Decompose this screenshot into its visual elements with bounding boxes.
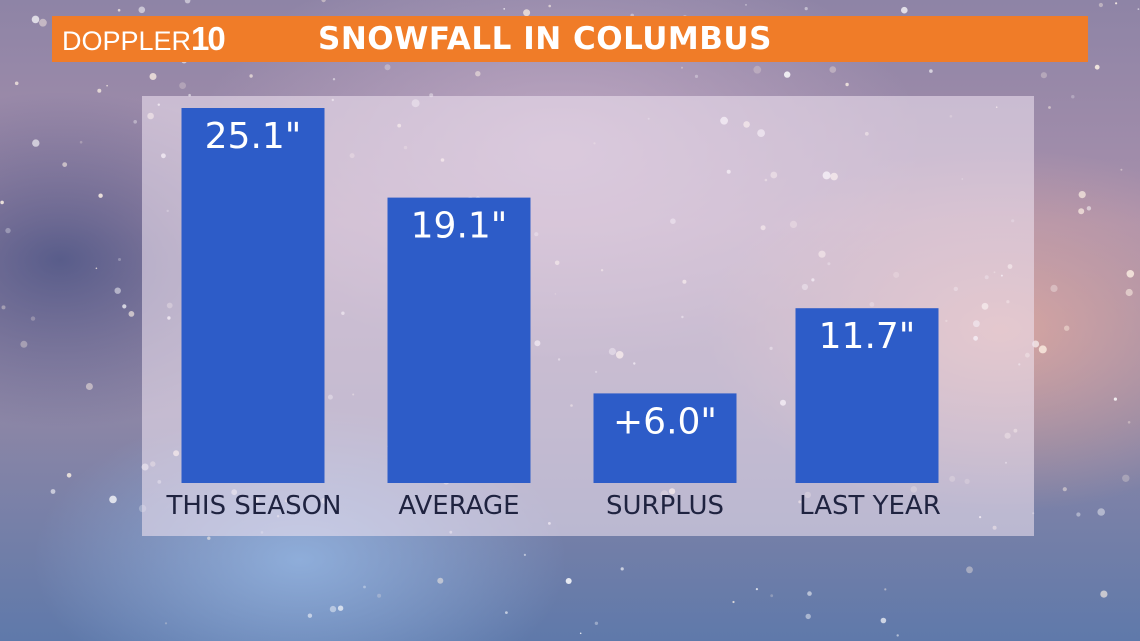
category-label: THIS SEASON: [165, 491, 341, 521]
category-label: SURPLUS: [606, 491, 724, 521]
header-bar: [52, 16, 1088, 62]
bar-value-label: +6.0": [613, 401, 717, 442]
category-label: AVERAGE: [398, 491, 519, 521]
bar-value-label: 19.1": [411, 206, 508, 247]
chart-panel: 25.1" THIS SEASON 19.1" AVERAGE +6.0" SURPLUS…: [142, 96, 1034, 536]
category-label: LAST YEAR: [799, 491, 941, 521]
bar-value-label: 25.1": [205, 116, 302, 157]
bar-value-label: 11.7": [819, 316, 916, 357]
logo-number: 10: [191, 20, 226, 57]
bar-average: [387, 197, 531, 483]
logo-text: DOPPLER: [62, 26, 192, 56]
bar-surplus: [593, 393, 737, 483]
bar-this-season: [181, 108, 325, 483]
bar-chart: 25.1" THIS SEASON 19.1" AVERAGE +6.0" SURPLUS…: [165, 108, 941, 521]
doppler10-logo: DOPPLER10: [62, 16, 226, 62]
chart-title: SNOWFALL IN COLUMBUS: [318, 21, 772, 57]
bar-last-year: [795, 308, 939, 483]
